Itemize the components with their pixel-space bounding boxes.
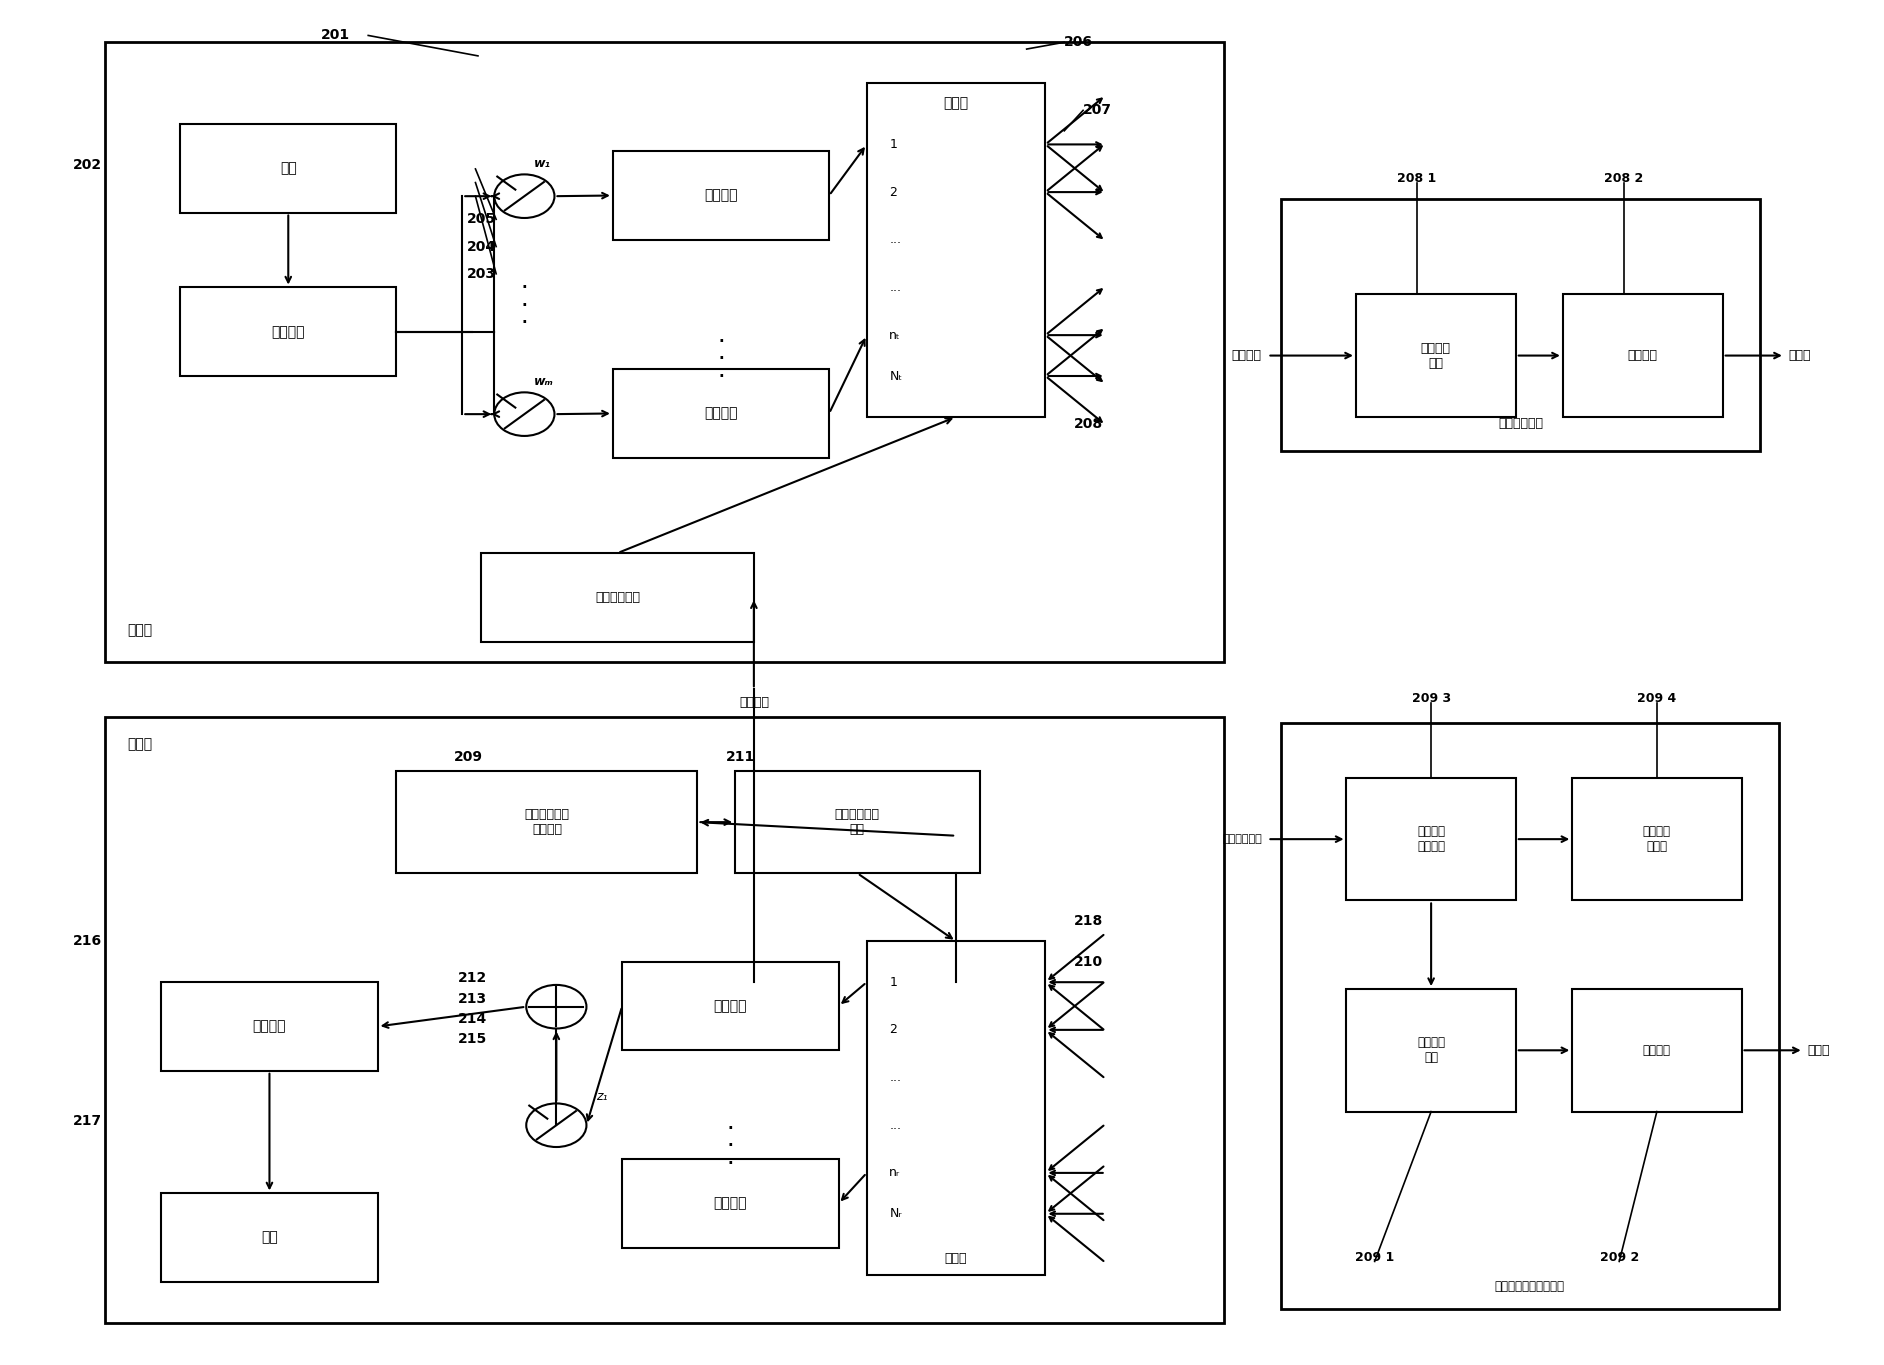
Text: 收端首选天线选择模块: 收端首选天线选择模块 [1494,1280,1566,1293]
Bar [867,942,1046,1275]
Bar [181,124,396,213]
Bar [1573,778,1741,901]
Bar [162,1193,377,1282]
Text: 202: 202 [73,158,102,172]
Text: ·
·
·: · · · [718,334,723,384]
Text: 天线索引
管理: 天线索引 管理 [1421,341,1451,370]
Text: 209 3: 209 3 [1411,692,1451,706]
Text: 备用天线选择
模块: 备用天线选择 模块 [835,808,880,837]
Text: 204: 204 [467,240,495,254]
Text: w₁: w₁ [533,157,550,171]
Text: 转接器: 转接器 [944,97,968,111]
Text: 212: 212 [458,971,486,986]
Text: 206: 206 [1064,35,1093,49]
Text: ...: ... [889,1119,901,1132]
Bar [1573,990,1741,1111]
Bar [1281,723,1778,1309]
Text: 转接器: 转接器 [946,1252,966,1265]
Text: 基带处理: 基带处理 [252,1020,286,1033]
Text: ·
·
·: · · · [522,280,528,330]
Text: 201: 201 [320,29,350,42]
Text: z₁: z₁ [595,1091,607,1103]
Text: 208 1: 208 1 [1398,172,1437,186]
Text: ·
·
·: · · · [727,1121,733,1171]
Text: 目标函数
估算逻辑: 目标函数 估算逻辑 [1417,826,1445,853]
Text: 射频链路: 射频链路 [714,1197,748,1211]
Text: 射频链路: 射频链路 [705,188,739,202]
Text: ...: ... [889,233,901,246]
Text: 迭代更新
控制器: 迭代更新 控制器 [1643,826,1671,853]
Text: ...: ... [889,281,901,293]
Text: 1: 1 [889,138,897,152]
Text: 反馈信号: 反馈信号 [1232,349,1262,362]
Bar [1347,778,1517,901]
Text: 209 2: 209 2 [1600,1250,1639,1264]
Bar [1564,295,1722,416]
Text: nᵣ: nᵣ [889,1167,901,1179]
Text: 开关控制: 开关控制 [1643,1044,1671,1057]
Text: 发端天线选择: 发端天线选择 [595,591,641,603]
Text: nₜ: nₜ [889,329,901,341]
Text: 收端首选天线
选择模块: 收端首选天线 选择模块 [524,808,569,837]
Text: wₘ: wₘ [533,375,554,388]
Bar [622,962,838,1050]
Text: 209 1: 209 1 [1355,1250,1394,1264]
Text: 208: 208 [1074,416,1102,431]
Text: 发端天线选择: 发端天线选择 [1498,418,1543,430]
Text: 基带处理: 基带处理 [271,325,305,339]
Text: 209: 209 [454,751,482,764]
Text: 转接器: 转接器 [1807,1044,1829,1057]
Text: 2: 2 [889,1024,897,1036]
Bar [867,83,1046,416]
Text: Nᵣ: Nᵣ [889,1207,902,1220]
Text: 发射机: 发射机 [128,624,153,637]
Text: 2: 2 [889,186,897,198]
Text: 214: 214 [458,1011,486,1026]
Text: 203: 203 [467,266,495,281]
Text: 210: 210 [1074,954,1102,969]
Text: 218: 218 [1074,915,1102,928]
Text: Nₜ: Nₜ [889,370,902,382]
Bar [612,369,829,457]
Bar [1347,990,1517,1111]
Text: 天线索引
管理: 天线索引 管理 [1417,1036,1445,1065]
Bar [162,983,377,1070]
Text: 射频链路: 射频链路 [705,407,739,420]
Text: 207: 207 [1083,104,1112,117]
Text: 205: 205 [467,213,495,227]
Text: 215: 215 [458,1032,486,1047]
Bar [181,288,396,375]
Text: 216: 216 [73,934,102,949]
Text: 208 2: 208 2 [1605,172,1643,186]
Text: 信源: 信源 [281,161,296,175]
Bar [735,771,980,874]
Text: 211: 211 [725,751,755,764]
Bar [106,42,1225,662]
Bar [480,553,754,642]
Text: 射频链路: 射频链路 [714,999,748,1013]
Text: 转接器: 转接器 [1788,349,1811,362]
Bar [396,771,697,874]
Text: 217: 217 [73,1114,102,1127]
Text: 反馈链路: 反馈链路 [739,696,769,710]
Text: 213: 213 [458,991,486,1006]
Text: 信宿: 信宿 [262,1231,277,1245]
Bar [106,717,1225,1323]
Text: 接收机: 接收机 [128,737,153,751]
Text: 标量输出信号: 标量输出信号 [1223,834,1262,844]
Bar [622,1159,838,1248]
Bar [612,152,829,240]
Bar [1281,199,1760,450]
Bar [1356,295,1517,416]
Text: 开关控制: 开关控制 [1628,349,1658,362]
Text: 209 4: 209 4 [1637,692,1677,706]
Text: 1: 1 [889,976,897,988]
Text: ...: ... [889,1072,901,1084]
